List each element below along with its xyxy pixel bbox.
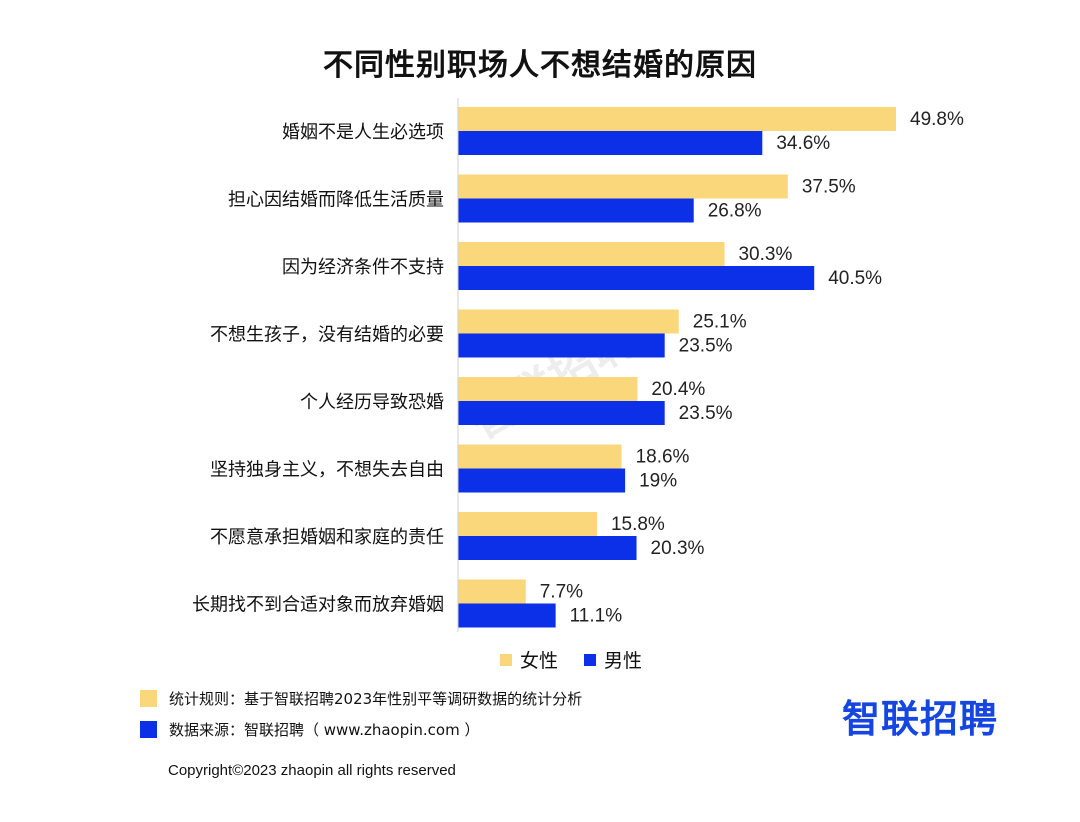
bar-female xyxy=(458,512,597,536)
data-label: 7.7% xyxy=(540,582,583,603)
bar-male xyxy=(458,266,815,290)
bar-female xyxy=(458,242,725,266)
category-label: 长期找不到合适对象而放弃婚姻 xyxy=(192,595,444,616)
data-label: 40.5% xyxy=(828,268,882,289)
data-label: 23.5% xyxy=(679,336,733,357)
category-label: 不想生孩子，没有结婚的必要 xyxy=(210,325,444,346)
bar-female xyxy=(458,444,622,469)
data-label: 11.1% xyxy=(570,606,623,627)
note-marker-yellow xyxy=(140,690,157,707)
copyright: Copyright©2023 zhaopin all rights reserv… xyxy=(168,762,456,779)
note-marker-blue xyxy=(140,721,157,738)
category-label: 个人经历导致恐婚 xyxy=(300,392,444,413)
bar-male xyxy=(458,536,637,560)
category-label: 担心因结婚而降低生活质量 xyxy=(228,190,444,211)
bar-female xyxy=(458,174,788,199)
data-label: 30.3% xyxy=(738,244,792,265)
category-label: 不愿意承担婚姻和家庭的责任 xyxy=(210,527,444,548)
category-label: 婚姻不是人生必选项 xyxy=(282,122,444,143)
bar-chart: 婚姻不是人生必选项 49.8% 34.6% 担心因结婚而降低生活质量 37.5% 26.8… xyxy=(192,98,964,632)
category-label: 因为经济条件不支持 xyxy=(282,257,444,278)
data-label: 26.8% xyxy=(708,201,762,222)
legend-label-male: 男性 xyxy=(604,650,643,672)
data-label: 18.6% xyxy=(636,447,690,468)
bar-male xyxy=(458,131,763,155)
data-label: 19% xyxy=(639,471,677,492)
data-label: 15.8% xyxy=(611,514,665,535)
data-label: 34.6% xyxy=(776,133,830,154)
bar-female xyxy=(458,107,896,131)
data-label: 20.4% xyxy=(651,379,705,400)
bar-male xyxy=(458,468,626,493)
note-text: 统计规则：基于智联招聘2023年性别平等调研数据的统计分析 xyxy=(169,690,583,708)
bar-male xyxy=(458,603,556,628)
bar-female xyxy=(458,309,679,334)
data-label: 25.1% xyxy=(693,312,747,333)
legend-item-male: 男性 xyxy=(584,646,642,673)
chart-title: 不同性别职场人不想结婚的原因 xyxy=(323,48,757,83)
bar-female xyxy=(458,579,526,604)
data-label: 20.3% xyxy=(651,538,705,559)
bar-male xyxy=(458,333,665,358)
bar-male xyxy=(458,401,665,425)
note-data-source: 数据来源：智联招聘（ www.zhaopin.com ） xyxy=(140,719,479,740)
note-text: 数据来源：智联招聘（ www.zhaopin.com ） xyxy=(169,721,480,739)
note-statistic-rule: 统计规则：基于智联招聘2023年性别平等调研数据的统计分析 xyxy=(140,688,582,709)
data-label: 49.8% xyxy=(910,109,964,130)
legend-label-female: 女性 xyxy=(520,650,559,672)
legend-swatch-female xyxy=(500,653,512,666)
brand-logo: 智联招聘 xyxy=(842,697,999,741)
legend: 女性 男性 xyxy=(500,646,668,673)
bar-female xyxy=(458,377,638,401)
legend-item-female: 女性 xyxy=(500,646,558,673)
legend-swatch-male xyxy=(584,653,597,666)
category-label: 坚持独身主义，不想失去自由 xyxy=(210,460,444,481)
bar-male xyxy=(458,198,694,223)
data-label: 37.5% xyxy=(802,177,856,198)
data-label: 23.5% xyxy=(679,403,733,424)
